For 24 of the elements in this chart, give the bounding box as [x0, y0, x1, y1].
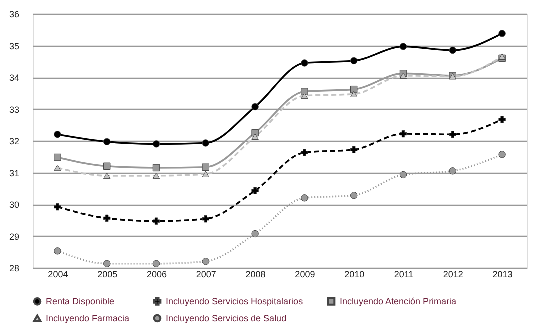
- x-tick-label: 2012: [443, 270, 464, 280]
- y-tick-label: 35: [9, 41, 20, 52]
- legend-label: Incluyendo Servicios Hospitalarios: [166, 296, 304, 307]
- legend-label: Renta Disponible: [46, 296, 115, 307]
- y-tick-label: 31: [9, 168, 20, 178]
- y-tick-label: 33: [9, 104, 20, 115]
- x-tick-label: 2004: [48, 270, 68, 280]
- x-tick-label: 2006: [146, 270, 168, 280]
- legend-label: Incluyendo Farmacia: [46, 314, 130, 324]
- x-tick-label: 2013: [492, 270, 513, 280]
- y-tick-label: 36: [9, 10, 20, 20]
- legend-label: Incluyendo Servicios de Salud: [166, 314, 287, 324]
- legend-label: Incluyendo Atención Primaria: [340, 296, 457, 307]
- x-tick-label: 2010: [344, 270, 365, 280]
- y-tick-label: 28: [9, 264, 20, 274]
- x-tick-label: 2005: [98, 270, 118, 280]
- x-tick-label: 2009: [295, 270, 316, 280]
- y-tick-label: 34: [9, 73, 20, 83]
- x-tick-label: 2007: [196, 270, 216, 280]
- x-tick-label: 2008: [246, 270, 266, 280]
- y-tick-label: 30: [9, 200, 20, 210]
- y-tick-label: 29: [9, 232, 20, 242]
- x-tick-label: 2011: [394, 270, 414, 280]
- y-tick-label: 32: [9, 136, 20, 146]
